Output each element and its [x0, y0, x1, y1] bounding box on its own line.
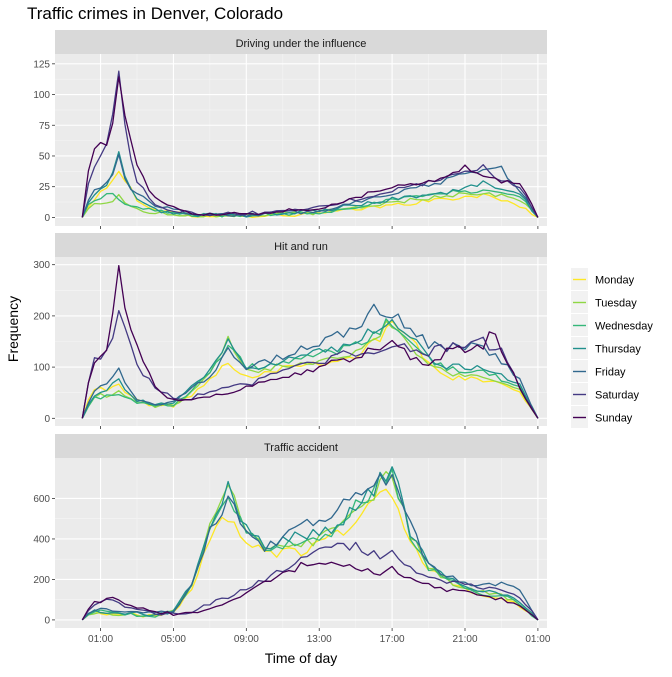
y-tick-label: 200 — [33, 311, 50, 322]
x-tick-label: 21:00 — [452, 634, 477, 645]
facet-label: Hit and run — [274, 241, 328, 253]
series-line-friday — [81, 153, 539, 218]
x-tick-label: 09:00 — [234, 634, 259, 645]
series-line-thursday — [81, 466, 539, 621]
legend-label: Wednesday — [595, 321, 653, 333]
panel-background — [55, 54, 547, 226]
x-tick-label: 01:00 — [525, 634, 550, 645]
legend-label: Sunday — [595, 413, 633, 425]
facet-label: Driving under the influence — [236, 38, 367, 50]
series-line-sunday — [81, 76, 539, 218]
y-tick-label: 100 — [33, 363, 50, 374]
facet-strip — [55, 30, 547, 54]
series-line-saturday — [81, 541, 539, 621]
series-line-friday — [81, 473, 539, 621]
series-line-sunday — [81, 561, 539, 621]
y-tick-label: 125 — [33, 59, 50, 70]
chart-title: Traffic crimes in Denver, Colorado — [27, 4, 284, 23]
legend-label: Saturday — [595, 390, 640, 402]
facet-strip — [55, 233, 547, 257]
y-tick-label: 50 — [39, 151, 51, 162]
x-tick-label: 05:00 — [161, 634, 186, 645]
y-tick-label: 25 — [39, 182, 51, 193]
y-tick-label: 300 — [33, 260, 50, 271]
legend-label: Tuesday — [595, 298, 637, 310]
legend-label: Thursday — [595, 344, 641, 356]
series-line-wednesday — [81, 468, 539, 621]
y-tick-label: 400 — [33, 534, 50, 545]
legend-label: Monday — [595, 275, 635, 287]
y-tick-label: 0 — [44, 615, 50, 626]
series-line-thursday — [81, 318, 539, 419]
x-tick-label: 01:00 — [88, 634, 113, 645]
series-line-sunday — [81, 264, 539, 419]
series-line-saturday — [81, 70, 539, 218]
x-tick-label: 13:00 — [307, 634, 332, 645]
y-axis-title: Frequency — [5, 296, 21, 362]
y-tick-label: 100 — [33, 90, 50, 101]
x-axis-title: Time of day — [265, 650, 338, 666]
y-tick-label: 200 — [33, 575, 50, 586]
facet-strip — [55, 434, 547, 458]
y-tick-label: 0 — [44, 414, 50, 425]
facet-label: Traffic accident — [264, 442, 338, 454]
legend-label: Friday — [595, 367, 626, 379]
y-tick-label: 0 — [44, 213, 50, 224]
y-tick-label: 75 — [39, 121, 51, 132]
x-tick-label: 17:00 — [380, 634, 405, 645]
series-line-tuesday — [81, 320, 539, 419]
y-tick-label: 600 — [33, 494, 50, 505]
